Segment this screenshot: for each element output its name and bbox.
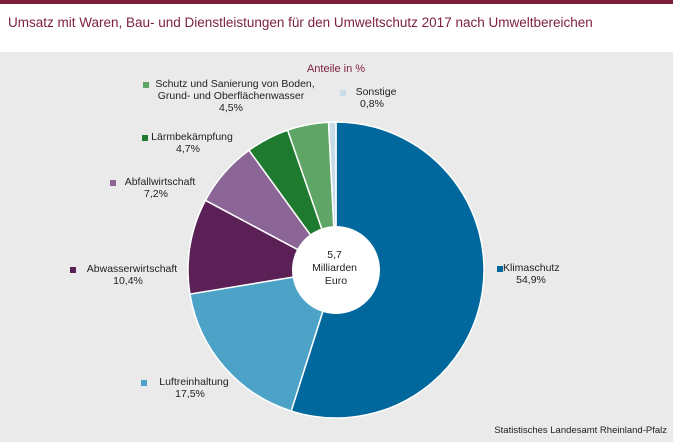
- value-label-laermbekaempfung: 4,7%: [176, 143, 200, 155]
- slice-klimaschutz: [290, 121, 485, 419]
- label-luftreinhaltung: Luftreinhaltung: [159, 376, 229, 388]
- value-label-sonstige: 0,8%: [360, 98, 384, 110]
- label-laermbekaempfung: Lärmbekämpfung: [151, 131, 233, 143]
- label-schutz-und-sanierung-von-boden-grund-und: Schutz und Sanierung von Boden, Grund- un…: [155, 78, 314, 102]
- label-klimaschutz: Klimaschutz: [503, 262, 560, 274]
- legend-swatch-abwasserwirtschaft: [70, 267, 76, 273]
- value-label-abfallwirtschaft: 7,2%: [144, 188, 168, 200]
- center-unit-line2: Euro: [325, 275, 347, 287]
- center-unit-line1: Milliarden: [312, 262, 357, 274]
- donut-hole: [292, 226, 380, 314]
- legend-swatch-klimaschutz: [497, 266, 503, 272]
- value-label-luftreinhaltung: 17,5%: [175, 388, 205, 400]
- legend-swatch-abfallwirtschaft: [110, 180, 116, 186]
- legend-swatch-schutz-und-sanierung-von-boden-grund-und: [143, 82, 149, 88]
- label-abwasserwirtschaft: Abwasserwirtschaft: [87, 263, 178, 275]
- top-accent-bar: [0, 0, 673, 4]
- slice-luftreinhaltung: [189, 269, 338, 412]
- value-label-abwasserwirtschaft: 10,4%: [113, 275, 143, 287]
- center-value: 5,7: [327, 249, 342, 261]
- svg-text:5,7 Milliarden Euro: 5,7 Milliarden Euro: [312, 249, 360, 287]
- legend-swatch-luftreinhaltung: [141, 380, 147, 386]
- chart-title: Umsatz mit Waren, Bau- und Dienstleistun…: [8, 15, 593, 30]
- chart-subtitle: Anteile in %: [307, 63, 365, 75]
- label-abfallwirtschaft: Abfallwirtschaft: [125, 176, 196, 188]
- legend-swatch-laermbekaempfung: [142, 135, 148, 141]
- label-sonstige: Sonstige: [356, 86, 397, 98]
- value-label-schutz-und-sanierung-von-boden-grund-und: 4,5%: [219, 102, 243, 114]
- source-note: Statistisches Landesamt Rheinland-Pfalz: [494, 425, 667, 436]
- value-label-klimaschutz: 54,9%: [516, 274, 546, 286]
- legend-swatch-sonstige: [340, 90, 346, 96]
